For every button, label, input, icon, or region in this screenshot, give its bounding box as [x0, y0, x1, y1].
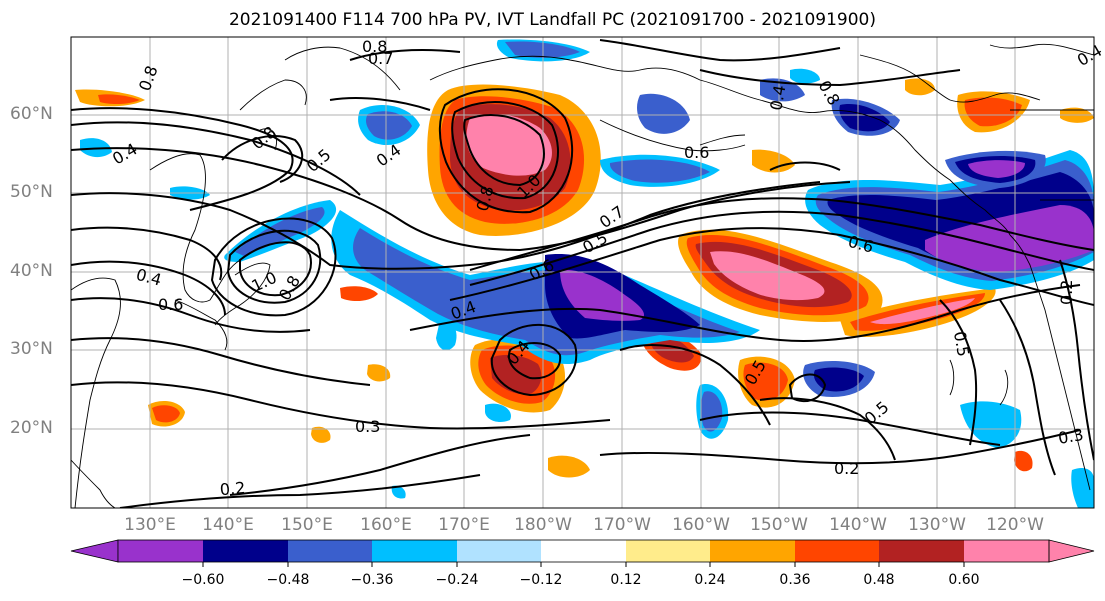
colorbar-bin [795, 540, 879, 562]
colorbar-tick-label: 0.48 [863, 572, 895, 588]
lat-label: 50°N [10, 182, 53, 202]
colorbar [70, 539, 1095, 567]
colorbar-extend-high [1048, 539, 1095, 563]
colorbar-bin [118, 540, 203, 562]
positive-anomaly-east-pacific [678, 229, 996, 337]
colorbar-bin [288, 540, 372, 562]
pv-contours [71, 39, 1094, 508]
lon-label: 150°E [281, 515, 333, 535]
lat-label: 40°N [10, 261, 53, 281]
graticule [71, 37, 1094, 508]
colorbar-tick-label: −0.48 [266, 572, 310, 588]
map-title: 2021091400 F114 700 hPa PV, IVT Landfall… [228, 10, 876, 30]
lon-label: 160°W [672, 515, 730, 535]
lon-label: 130°E [124, 515, 176, 535]
lon-label: 170°E [438, 515, 490, 535]
contour-label: 0.5 [950, 330, 973, 358]
contour-label: 0.6 [684, 143, 709, 162]
lon-label: 170°W [593, 515, 651, 535]
colorbar-tick-label: −0.12 [519, 572, 563, 588]
contour-label: 0.7 [368, 49, 393, 68]
colorbar-bin [626, 540, 710, 562]
lon-label: 120°W [986, 515, 1044, 535]
colorbar-bin [372, 540, 457, 562]
contour-label: 0.3 [355, 417, 380, 436]
lon-label: 150°W [750, 515, 808, 535]
contour-label: 0.6 [158, 295, 183, 314]
negative-anomaly-northeast-pacific [637, 68, 1094, 290]
lon-label: 180°W [514, 515, 572, 535]
colorbar-tick-label: 0.36 [779, 572, 811, 588]
contour-label: 0.3 [1057, 425, 1085, 448]
colorbar-tick-label: −0.60 [181, 572, 225, 588]
lon-label: 130°W [908, 515, 966, 535]
lat-label: 30°N [10, 339, 53, 359]
colorbar-tick-label: 0.24 [694, 572, 726, 588]
contour-label: 0.2 [219, 478, 246, 499]
colorbar-tick-label: −0.36 [350, 572, 394, 588]
map-frame [70, 36, 1095, 509]
lon-label: 140°W [829, 515, 887, 535]
contour-label: 0.8 [362, 37, 387, 56]
contour-label: 0.4 [766, 84, 789, 112]
lon-label: 140°E [202, 515, 254, 535]
colorbar-bin [879, 540, 964, 562]
colorbar-bin [541, 540, 626, 562]
coastlines [71, 43, 1094, 508]
colorbar-bin [710, 540, 795, 562]
colorbar-bin [964, 540, 1049, 562]
colorbar-tick-label: 0.12 [610, 572, 642, 588]
contour-label: 0.2 [1057, 280, 1076, 305]
positive-anomaly-north-pacific [427, 84, 601, 236]
contour-label: 0.2 [834, 459, 859, 478]
lon-label: 160°E [360, 515, 412, 535]
colorbar-extend-low [70, 539, 119, 563]
colorbar-bin [457, 540, 541, 562]
colorbar-tick-label: −0.24 [435, 572, 479, 588]
lat-label: 60°N [10, 104, 53, 124]
lat-label: 20°N [10, 418, 53, 438]
colorbar-bin [203, 540, 288, 562]
colorbar-tick-label: 0.60 [948, 572, 980, 588]
